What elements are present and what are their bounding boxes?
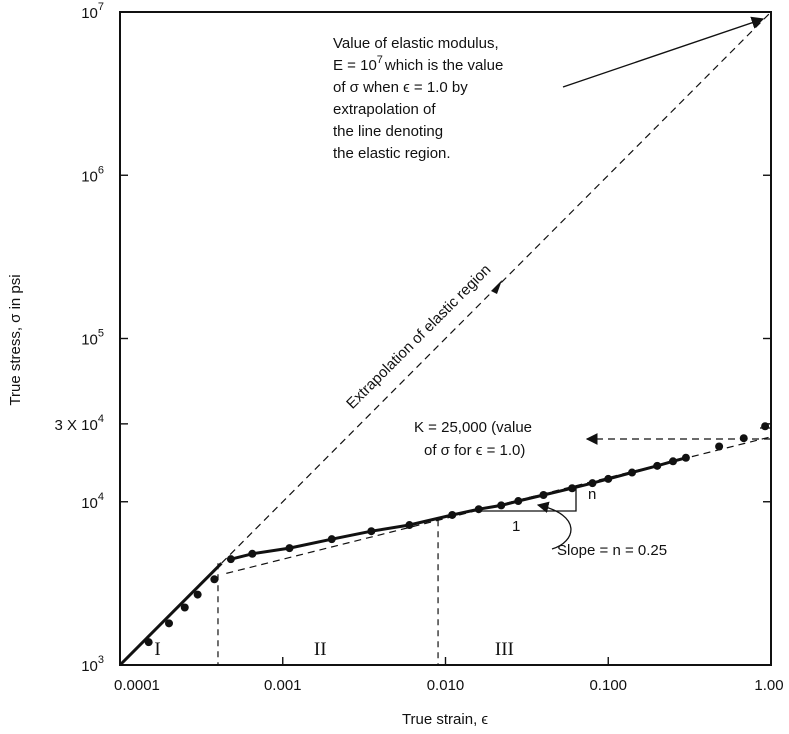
k-line-2: of σ for ϵ = 1.0) bbox=[424, 442, 525, 459]
x-tick-label: 0.0001 bbox=[114, 677, 160, 694]
y-tick-base: 10 bbox=[81, 658, 98, 675]
data-point bbox=[405, 521, 414, 530]
data-point bbox=[367, 527, 376, 536]
slope-triangle-legs bbox=[475, 485, 577, 512]
y-tick-exponent: 5 bbox=[98, 328, 104, 340]
region-boundaries bbox=[217, 520, 439, 665]
note-line-2: E = 107 which is the value bbox=[333, 54, 503, 74]
data-point bbox=[327, 535, 336, 544]
data-point bbox=[588, 479, 597, 488]
data-point bbox=[285, 544, 294, 553]
y-tick-base: 10 bbox=[81, 5, 98, 22]
elastic-modulus-note: Value of elastic modulus, E = 107 which i… bbox=[333, 16, 765, 162]
data-point bbox=[568, 484, 577, 493]
data-point bbox=[193, 590, 202, 599]
y-tick-exponent: 7 bbox=[98, 1, 104, 13]
y-axis-label: True stress, σ in psi bbox=[7, 274, 24, 405]
note-line-1: Value of elastic modulus, bbox=[333, 35, 499, 52]
y-tick-base: 3 X 10 bbox=[55, 417, 98, 434]
data-point bbox=[514, 497, 523, 506]
data-point bbox=[628, 468, 637, 477]
elastic-region-line bbox=[118, 562, 223, 667]
region-label: III bbox=[495, 639, 514, 660]
data-point bbox=[474, 505, 483, 514]
slope-run-label: 1 bbox=[512, 518, 520, 535]
slope-callout-arrow bbox=[536, 501, 572, 550]
y-tick-label: 3 X 104 bbox=[55, 413, 105, 434]
y-tick-label: 105 bbox=[81, 328, 104, 349]
extrapolation-direction-arrow bbox=[491, 280, 502, 294]
elastic-extrapolation-line bbox=[119, 11, 772, 666]
region-label: I bbox=[154, 639, 160, 660]
extrapolation-label: Extrapolation of elastic region bbox=[343, 261, 494, 412]
y-tick-base: 10 bbox=[81, 168, 98, 185]
slope-rise-label: n bbox=[588, 486, 596, 503]
fit-lines bbox=[118, 11, 772, 667]
data-point bbox=[681, 453, 690, 462]
y-tick-label: 107 bbox=[81, 1, 104, 22]
note-exponent: 7 bbox=[377, 54, 383, 66]
slope-label: Slope = n = 0.25 bbox=[557, 542, 667, 559]
y-tick-label: 103 bbox=[81, 654, 104, 675]
y-tick-base: 10 bbox=[81, 495, 98, 512]
data-point bbox=[539, 490, 548, 499]
note-e-equals: E = 10 bbox=[333, 57, 377, 74]
x-tick-label: 1.00 bbox=[754, 677, 783, 694]
y-tick-exponent: 3 bbox=[98, 654, 104, 666]
y-tick-exponent: 6 bbox=[98, 164, 104, 176]
y-tick-label: 106 bbox=[81, 164, 104, 185]
data-point bbox=[448, 510, 457, 519]
x-tick-label: 0.010 bbox=[427, 677, 465, 694]
data-point bbox=[210, 575, 219, 584]
k-line-1: K = 25,000 (value bbox=[414, 419, 532, 436]
note-which-value: which is the value bbox=[384, 57, 503, 74]
data-point bbox=[715, 442, 724, 451]
data-point bbox=[761, 422, 770, 431]
data-point bbox=[144, 638, 153, 647]
k-value-note: K = 25,000 (value of σ for ϵ = 1.0) bbox=[414, 419, 771, 459]
region-labels: I II III bbox=[154, 639, 514, 660]
data-point bbox=[653, 461, 662, 470]
note-arrow bbox=[562, 16, 765, 88]
y-tick-base: 10 bbox=[81, 332, 98, 349]
data-point bbox=[164, 619, 173, 628]
x-axis-label: True strain, ϵ bbox=[402, 711, 488, 728]
note-line-3: of σ when ϵ = 1.0 by bbox=[333, 79, 468, 96]
x-tick-label: 0.100 bbox=[589, 677, 627, 694]
note-line-5: the line denoting bbox=[333, 123, 443, 140]
x-axis: 0.0001 0.001 0.010 0.100 1.00 bbox=[114, 657, 784, 694]
data-point bbox=[669, 457, 678, 466]
data-point bbox=[739, 434, 748, 443]
data-point bbox=[180, 603, 189, 612]
data-point bbox=[497, 501, 506, 510]
y-tick-exponent: 4 bbox=[98, 491, 104, 503]
data-point bbox=[226, 555, 235, 564]
data-point bbox=[248, 549, 257, 558]
y-tick-label: 104 bbox=[81, 491, 104, 512]
region-label: II bbox=[314, 639, 327, 660]
experimental-curve bbox=[230, 456, 687, 561]
data-point bbox=[604, 474, 613, 483]
slope-triangle: 1 n Slope = n = 0.25 bbox=[475, 485, 667, 559]
note-line-4: extrapolation of bbox=[333, 101, 436, 118]
y-tick-exponent: 4 bbox=[98, 413, 104, 425]
note-line-6: the elastic region. bbox=[333, 145, 451, 162]
x-tick-label: 0.001 bbox=[264, 677, 302, 694]
